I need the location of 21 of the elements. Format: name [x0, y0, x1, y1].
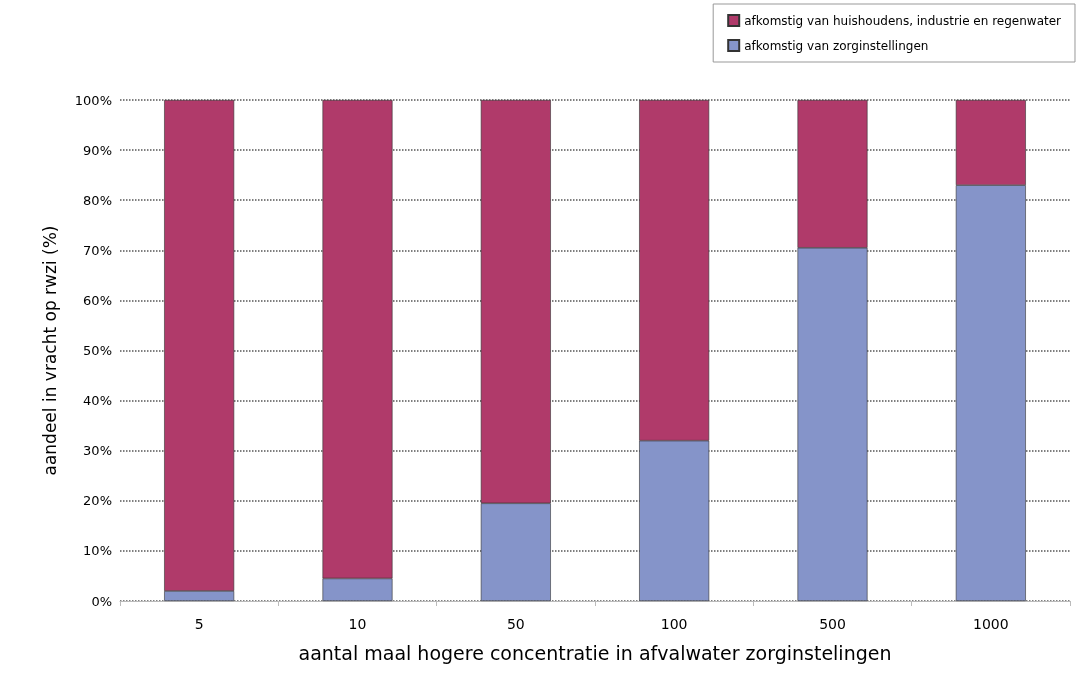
legend-label: afkomstig van zorginstellingen [744, 38, 929, 53]
x-tick-label: 100 [660, 616, 688, 632]
y-tick-label: 50% [83, 343, 112, 358]
y-axis-title: aandeel in vracht op rwzi (%) [39, 225, 60, 476]
y-tick-label: 0% [91, 593, 112, 609]
y-tick-label: 40% [83, 393, 112, 409]
x-tick-label: 50 [506, 616, 525, 632]
y-tick-label: 100% [74, 92, 112, 108]
y-tick-label: 30% [83, 443, 112, 459]
x-tick-label: 500 [819, 616, 846, 632]
x-tick-label: 5 [194, 616, 204, 632]
y-tick-label: 90% [83, 142, 112, 158]
x-tick-label: 1000 [973, 616, 1009, 632]
y-tick-label: 70% [83, 242, 112, 258]
legend-label: afkomstig van huishoudens, industrie en regenwater [744, 13, 1062, 28]
x-axis-title: aantal maal hogere concentratie in afvalwater zorginstelingen [298, 641, 892, 664]
y-tick-label: 20% [83, 493, 112, 509]
y-tick-label: 80% [83, 192, 112, 208]
y-tick-label: 10% [83, 543, 112, 559]
y-tick-label: 60% [83, 292, 112, 308]
x-tick-label: 10 [348, 616, 367, 632]
